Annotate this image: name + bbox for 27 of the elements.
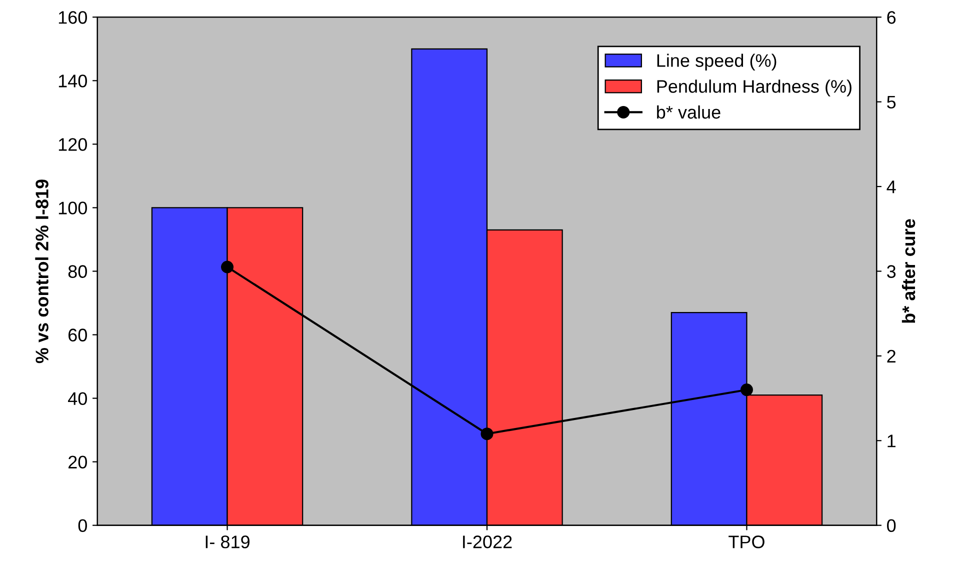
y2-tick-label: 2 [887, 350, 896, 362]
y2-tick-label: 1 [888, 434, 896, 448]
y2-tick-label: 3 [887, 265, 896, 278]
x-tick-label: TPO [728, 536, 764, 548]
y2-tick-label: 6 [887, 11, 896, 24]
y-tick-label: 0 [78, 519, 87, 532]
y-tick-label: 160 [58, 11, 87, 24]
point [480, 428, 494, 440]
point [221, 260, 234, 274]
y-tick-label: 140 [58, 74, 87, 88]
point [740, 384, 753, 396]
legend-label: Line speed (%) [657, 54, 776, 71]
y2-axis-title: b* after cure [902, 219, 916, 323]
y-tick-label: 120 [58, 138, 87, 151]
legend-label: b* value [657, 105, 720, 119]
y-tick-label: 60 [68, 328, 87, 342]
y2-tick-label: 4 [886, 180, 896, 194]
x-tick-label: I-2022 [463, 536, 512, 548]
y-tick-label: 40 [68, 392, 87, 405]
y2-tick-label: 0 [887, 519, 896, 532]
x-tick-label: I- 819 [206, 536, 250, 548]
y2-tick-label: 5 [887, 96, 896, 109]
y-tick-label: 100 [58, 202, 87, 214]
y-tick-label: 20 [68, 456, 87, 469]
legend-label: Pendulum Hardness (%) [657, 80, 852, 96]
y-tick-label: 80 [68, 265, 87, 278]
y-axis-title: % vs control 2% I-819 [35, 180, 48, 364]
